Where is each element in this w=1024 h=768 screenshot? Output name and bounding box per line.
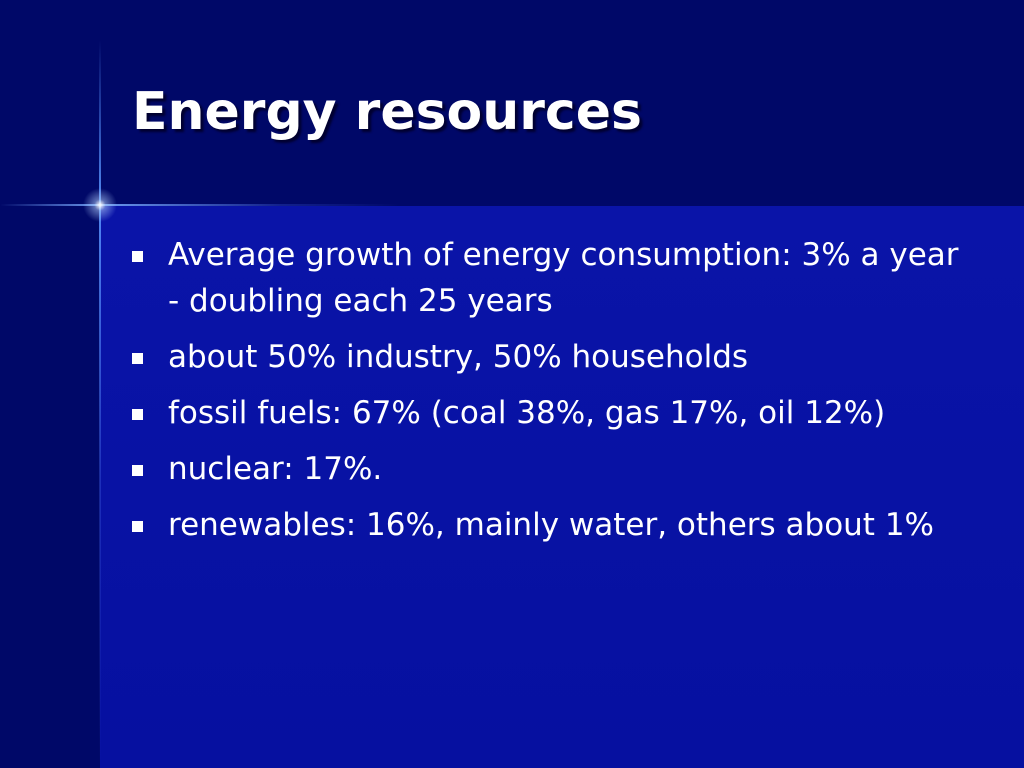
sparkle <box>80 185 120 225</box>
content-panel <box>100 206 1024 768</box>
bullet-item: about 50% industry, 50% households <box>130 334 970 380</box>
accent-line <box>0 204 400 206</box>
bullet-item: nuclear: 17%. <box>130 446 970 492</box>
bullet-list: Average growth of energy consumption: 3%… <box>130 232 970 558</box>
accent-line <box>99 40 101 768</box>
bullet-item: fossil fuels: 67% (coal 38%, gas 17%, oi… <box>130 390 970 436</box>
slide-title: Energy resources <box>132 82 642 142</box>
header-panel <box>0 0 1024 206</box>
side-panel <box>0 0 100 768</box>
bullet-item: renewables: 16%, mainly water, others ab… <box>130 502 970 548</box>
bullet-item: Average growth of energy consumption: 3%… <box>130 232 970 324</box>
